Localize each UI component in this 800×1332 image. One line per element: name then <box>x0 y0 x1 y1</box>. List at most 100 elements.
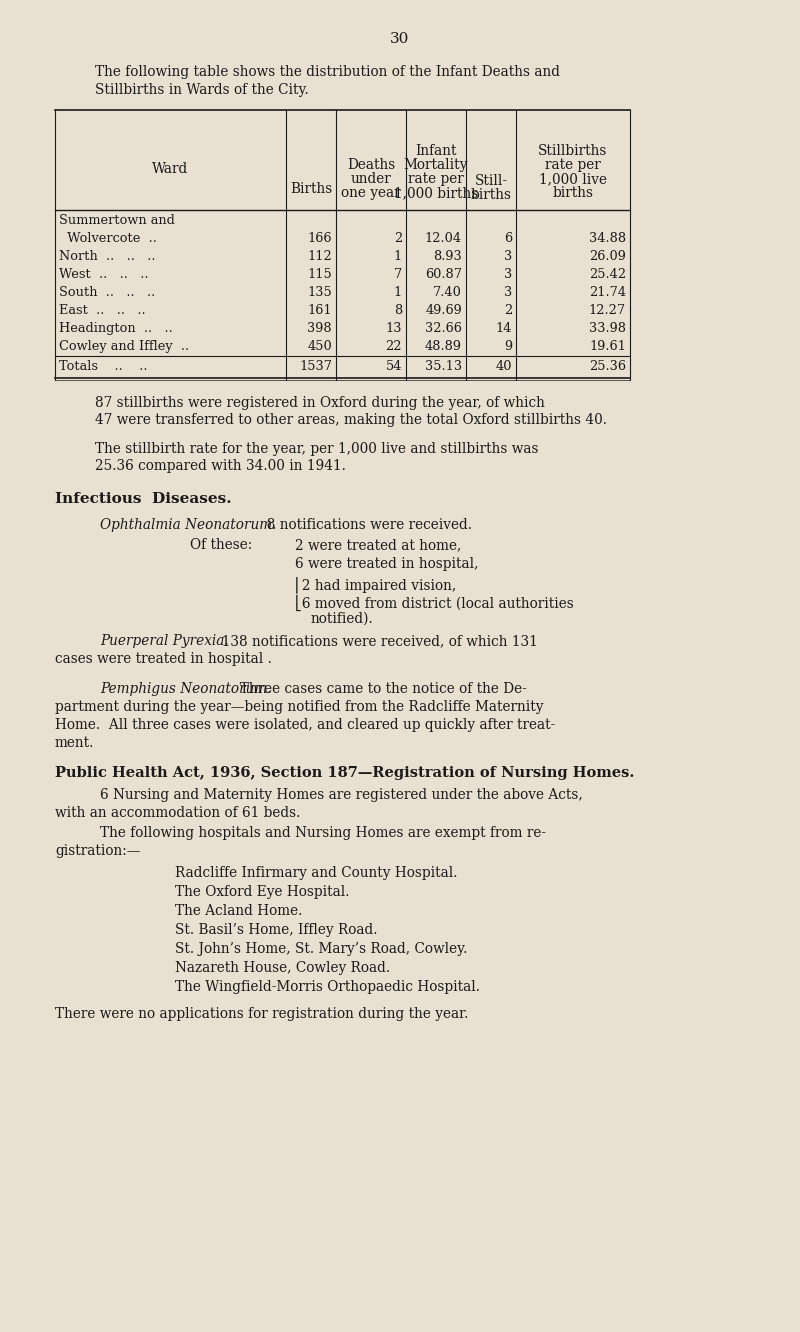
Text: Wolvercote  ..: Wolvercote .. <box>59 232 157 245</box>
Text: births: births <box>470 188 511 202</box>
Text: 49.69: 49.69 <box>426 304 462 317</box>
Text: 30: 30 <box>390 32 410 47</box>
Text: 138 notifications were received, of which 131: 138 notifications were received, of whic… <box>213 634 538 647</box>
Text: 12.27: 12.27 <box>589 304 626 317</box>
Text: Ward: Ward <box>152 163 189 176</box>
Text: Deaths: Deaths <box>347 159 395 172</box>
Text: West  ..   ..   ..: West .. .. .. <box>59 268 149 281</box>
Text: The Oxford Eye Hospital.: The Oxford Eye Hospital. <box>175 884 350 899</box>
Text: rate per: rate per <box>408 172 464 186</box>
Text: 2 were treated at home,: 2 were treated at home, <box>295 538 462 551</box>
Text: 33.98: 33.98 <box>589 322 626 336</box>
Text: 115: 115 <box>307 268 332 281</box>
Text: Home.  All three cases were isolated, and cleared up quickly after treat-: Home. All three cases were isolated, and… <box>55 718 555 733</box>
Text: 25.42: 25.42 <box>589 268 626 281</box>
Text: The Acland Home.: The Acland Home. <box>175 904 302 918</box>
Text: 2: 2 <box>394 232 402 245</box>
Text: births: births <box>553 186 594 200</box>
Text: Totals    ..    ..: Totals .. .. <box>59 360 147 373</box>
Text: 6 were treated in hospital,: 6 were treated in hospital, <box>295 557 478 571</box>
Text: Puerperal Pyrexia.: Puerperal Pyrexia. <box>100 634 229 647</box>
Text: 47 were transferred to other areas, making the total Oxford stillbirths 40.: 47 were transferred to other areas, maki… <box>95 413 607 428</box>
Text: 40: 40 <box>495 360 512 373</box>
Text: 1: 1 <box>394 250 402 262</box>
Text: 166: 166 <box>307 232 332 245</box>
Text: 9: 9 <box>504 340 512 353</box>
Text: 1,000 live: 1,000 live <box>539 172 607 186</box>
Text: 19.61: 19.61 <box>589 340 626 353</box>
Text: Headington  ..   ..: Headington .. .. <box>59 322 173 336</box>
Text: 1,000 births: 1,000 births <box>394 186 478 200</box>
Text: 34.88: 34.88 <box>589 232 626 245</box>
Text: Pemphigus Neonatorum.: Pemphigus Neonatorum. <box>100 682 272 697</box>
Text: rate per: rate per <box>545 159 601 172</box>
Text: 2: 2 <box>504 304 512 317</box>
Text: Infectious  Diseases.: Infectious Diseases. <box>55 492 232 506</box>
Text: under: under <box>350 172 391 186</box>
Text: 13: 13 <box>386 322 402 336</box>
Text: 87 stillbirths were registered in Oxford during the year, of which: 87 stillbirths were registered in Oxford… <box>95 396 545 410</box>
Text: Summertown and: Summertown and <box>59 214 175 226</box>
Text: Mortality: Mortality <box>404 159 468 172</box>
Text: 26.09: 26.09 <box>589 250 626 262</box>
Text: 7.40: 7.40 <box>433 286 462 298</box>
Text: South  ..   ..   ..: South .. .. .. <box>59 286 155 298</box>
Text: Of these:: Of these: <box>190 538 252 551</box>
Text: 1537: 1537 <box>299 360 332 373</box>
Text: 22: 22 <box>386 340 402 353</box>
Text: gistration:—: gistration:— <box>55 844 140 858</box>
Text: 25.36: 25.36 <box>589 360 626 373</box>
Text: There were no applications for registration during the year.: There were no applications for registrat… <box>55 1007 468 1022</box>
Text: 3: 3 <box>504 250 512 262</box>
Text: North  ..   ..   ..: North .. .. .. <box>59 250 155 262</box>
Text: The following hospitals and Nursing Homes are exempt from re-: The following hospitals and Nursing Home… <box>100 826 546 840</box>
Text: Still-: Still- <box>474 174 507 188</box>
Text: 21.74: 21.74 <box>589 286 626 298</box>
Text: 135: 135 <box>307 286 332 298</box>
Text: 8: 8 <box>394 304 402 317</box>
Text: The Wingfield-Morris Orthopaedic Hospital.: The Wingfield-Morris Orthopaedic Hospita… <box>175 980 480 994</box>
Text: Stillbirths: Stillbirths <box>538 144 608 159</box>
Text: 8.93: 8.93 <box>434 250 462 262</box>
Text: 6: 6 <box>504 232 512 245</box>
Text: notified).: notified). <box>311 611 374 626</box>
Text: 3: 3 <box>504 286 512 298</box>
Text: Radcliffe Infirmary and County Hospital.: Radcliffe Infirmary and County Hospital. <box>175 866 458 880</box>
Text: St. John’s Home, St. Mary’s Road, Cowley.: St. John’s Home, St. Mary’s Road, Cowley… <box>175 942 467 956</box>
Text: 14: 14 <box>495 322 512 336</box>
Text: Three cases came to the notice of the De-: Three cases came to the notice of the De… <box>231 682 526 697</box>
Text: Stillbirths in Wards of the City.: Stillbirths in Wards of the City. <box>95 83 309 97</box>
Text: 3: 3 <box>504 268 512 281</box>
Text: 1: 1 <box>394 286 402 298</box>
Text: Cowley and Iffley  ..: Cowley and Iffley .. <box>59 340 189 353</box>
Text: cases were treated in hospital .: cases were treated in hospital . <box>55 651 272 666</box>
Text: 8 notifications were received.: 8 notifications were received. <box>258 518 472 531</box>
Text: 6 Nursing and Maternity Homes are registered under the above Acts,: 6 Nursing and Maternity Homes are regist… <box>100 789 582 802</box>
Text: Infant: Infant <box>415 144 457 159</box>
Text: 112: 112 <box>307 250 332 262</box>
Text: Births: Births <box>290 182 332 196</box>
Text: ⎢2 had impaired vision,: ⎢2 had impaired vision, <box>295 575 456 593</box>
Text: Ophthalmia Neonatorum.: Ophthalmia Neonatorum. <box>100 518 277 531</box>
Text: 398: 398 <box>307 322 332 336</box>
Text: with an accommodation of 61 beds.: with an accommodation of 61 beds. <box>55 806 300 821</box>
Text: ⎣6 moved from district (local authorities: ⎣6 moved from district (local authoritie… <box>295 595 574 611</box>
Text: 7: 7 <box>394 268 402 281</box>
Text: 60.87: 60.87 <box>425 268 462 281</box>
Text: one year: one year <box>341 186 401 200</box>
Text: East  ..   ..   ..: East .. .. .. <box>59 304 146 317</box>
Text: 32.66: 32.66 <box>425 322 462 336</box>
Text: 450: 450 <box>307 340 332 353</box>
Text: 35.13: 35.13 <box>425 360 462 373</box>
Text: Public Health Act, 1936, Section 187—Registration of Nursing Homes.: Public Health Act, 1936, Section 187—Reg… <box>55 766 634 781</box>
Text: The following table shows the distribution of the Infant Deaths and: The following table shows the distributi… <box>95 65 560 79</box>
Text: partment during the year—being notified from the Radcliffe Maternity: partment during the year—being notified … <box>55 701 543 714</box>
Text: St. Basil’s Home, Iffley Road.: St. Basil’s Home, Iffley Road. <box>175 923 378 936</box>
Text: 161: 161 <box>307 304 332 317</box>
Text: ment.: ment. <box>55 737 94 750</box>
Text: 12.04: 12.04 <box>425 232 462 245</box>
Text: The stillbirth rate for the year, per 1,000 live and stillbirths was: The stillbirth rate for the year, per 1,… <box>95 442 538 456</box>
Text: 54: 54 <box>386 360 402 373</box>
Text: 48.89: 48.89 <box>425 340 462 353</box>
Text: Nazareth House, Cowley Road.: Nazareth House, Cowley Road. <box>175 960 390 975</box>
